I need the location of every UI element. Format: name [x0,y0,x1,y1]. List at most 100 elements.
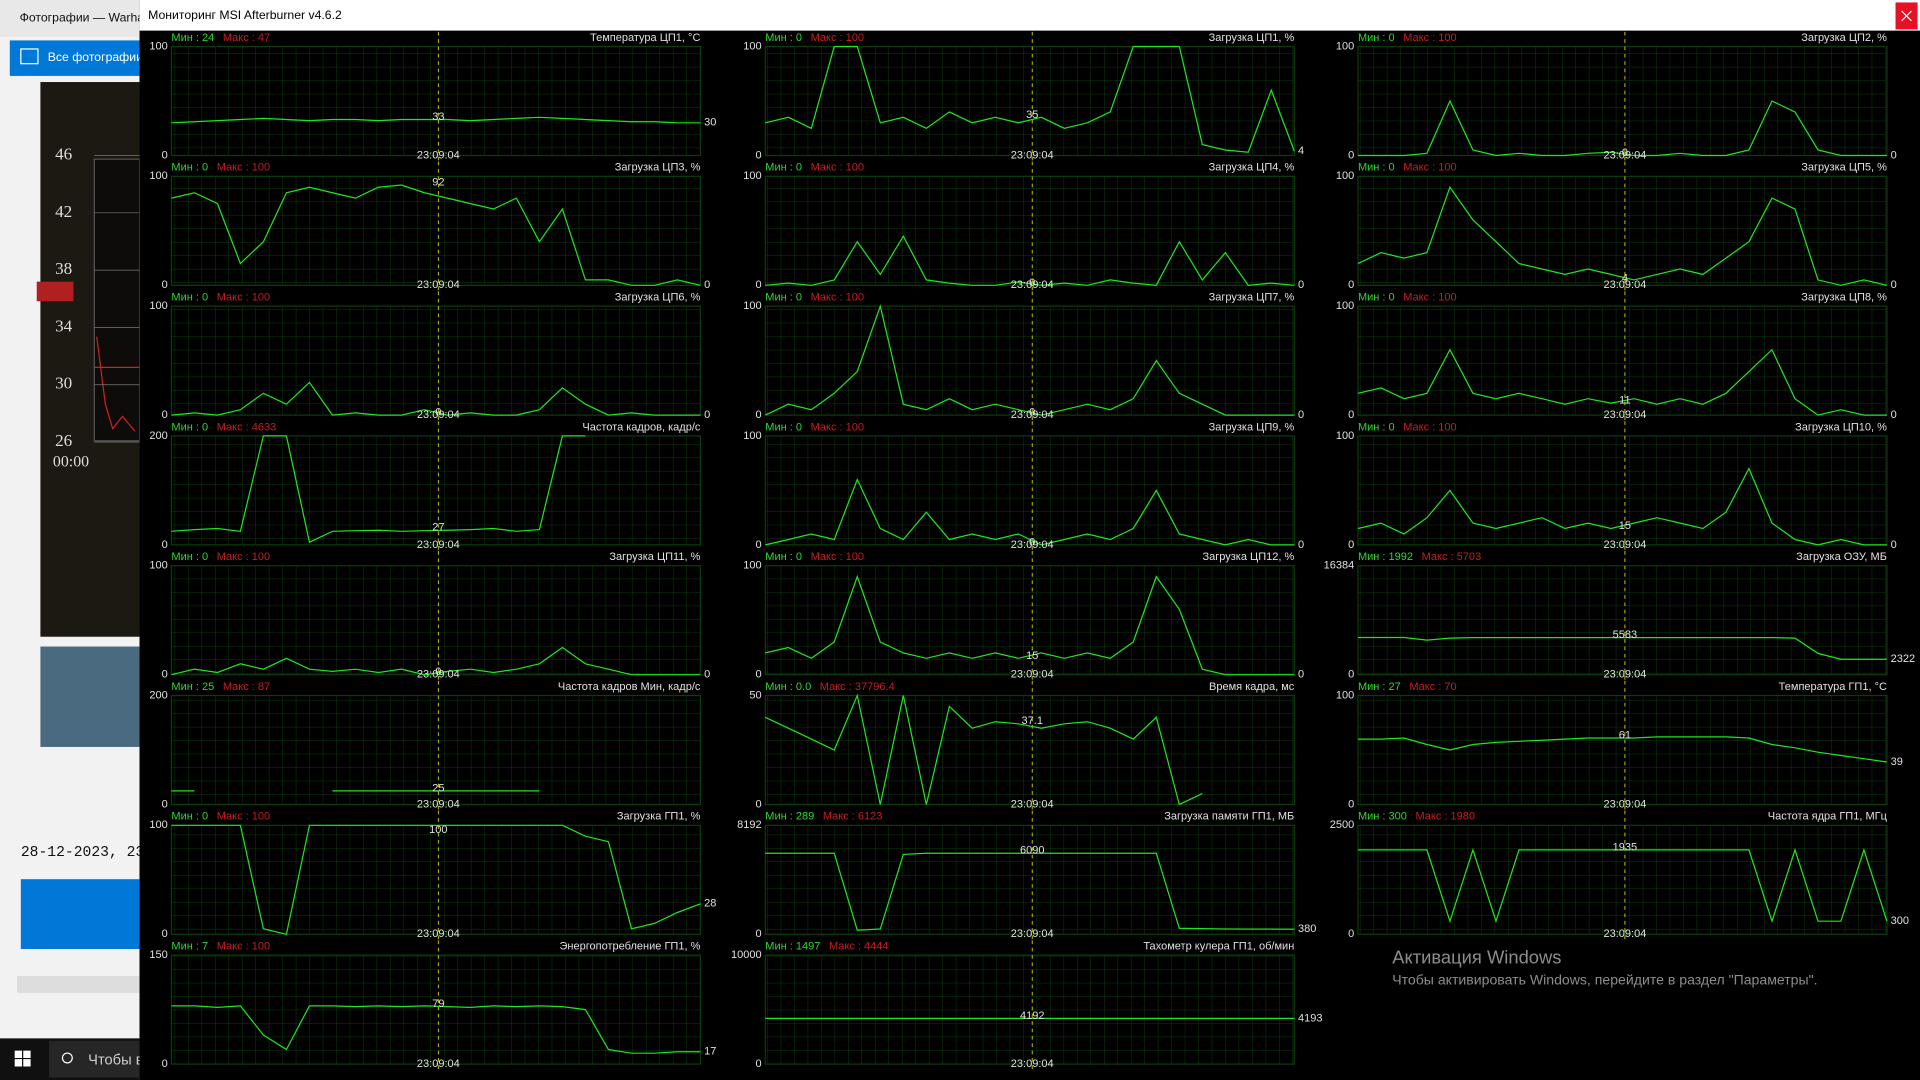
cursor-value: 15 [1619,520,1631,532]
panel-title: Загрузка ЦП11, % [609,551,700,563]
min-label: Мин : 0 [1358,291,1395,303]
photos-nav[interactable] [9,40,140,76]
y-min-label: 0 [162,409,168,421]
trace [171,184,701,286]
scrollbar[interactable] [17,975,140,994]
photo-badge [36,281,74,302]
search-box[interactable] [48,1040,140,1078]
time-label: 23:09:04 [417,1058,460,1070]
cursor-value: 61 [1619,729,1631,741]
cursor-value: 0 [1029,407,1035,419]
end-value: 4193 [1298,1012,1323,1024]
time-label: 23:09:04 [1603,279,1646,291]
y-max-label: 10000 [731,949,762,961]
min-label: Мин : 27 [1358,681,1401,693]
search-icon [61,1052,73,1064]
trace [765,303,1295,416]
y-min-label: 0 [1348,409,1354,421]
end-value: 0 [704,279,710,291]
cursor-value: 79 [432,998,444,1010]
max-label: Макс : 5703 [1422,551,1482,563]
cursor-value: 0 [1029,536,1035,548]
panel-title: Загрузка ЦП4, % [1209,162,1295,174]
search-text[interactable]: Чтобы в [88,1052,144,1068]
trace [171,435,586,544]
max-label: Макс : 4444 [829,940,889,952]
y-min-label: 0 [755,798,761,810]
plot-area [764,305,1295,416]
cursor-value: 4192 [1020,1010,1045,1022]
max-label: Макс : 100 [217,811,270,823]
end-value: 0 [1298,279,1304,291]
y-max-label: 100 [743,560,761,572]
cursor-value: 0 [435,407,441,419]
max-label: Макс : 100 [811,162,864,174]
y-min-label: 0 [1348,149,1354,161]
panel-title: Частота кадров Мин, кадр/с [558,681,701,693]
max-label: Макс : 87 [223,681,270,693]
panels: Мин : 24 Макс : 47 Температура ЦП1, °С1000… [149,31,1916,1072]
cursor-value: 1935 [1613,841,1638,853]
min-label: Мин : 0 [765,162,802,174]
y-max-label: 100 [149,819,167,831]
plot-area [1357,694,1888,806]
cursor-value: 0 [435,666,441,678]
panel-title: Загрузка ЦП3, % [615,162,701,174]
trace [1357,736,1888,763]
photo-button[interactable] [20,879,140,949]
y-min-label: 0 [755,279,761,291]
start-button[interactable] [14,1050,31,1067]
min-label: Мин : 0 [765,32,802,44]
cursor-value: 33 [432,111,444,123]
y-max-label: 100 [1336,300,1354,312]
end-value: 0 [1298,409,1304,421]
time-label: 23:09:04 [1603,149,1646,161]
end-value: 0 [1298,539,1304,551]
time-label: 23:09:04 [1011,279,1054,291]
time-label: 23:09:04 [1011,669,1054,681]
end-value: 0 [1891,409,1897,421]
cursor-value: 35 [1026,109,1038,121]
y-min-label: 0 [755,539,761,551]
cursor-value: 100 [429,824,447,836]
y-max-label: 100 [743,430,761,442]
end-value: 300 [1891,915,1909,927]
min-label: Мин : 25 [171,681,214,693]
time-label: 23:09:04 [417,928,460,940]
panel-title: Загрузка ЦП2, % [1801,32,1887,44]
cursor-value: 25 [432,782,444,794]
close-icon [1901,10,1912,22]
photos-icon [20,48,39,65]
photo-tick: 34 [55,316,73,335]
trace [765,574,1295,676]
photo-tick: 38 [55,259,72,278]
plot-area [170,565,702,676]
photo-tick: 46 [55,144,73,163]
y-max-label: 100 [1336,170,1354,182]
min-label: Мин : 24 [171,32,214,44]
min-label: Мин : 0 [765,291,802,303]
max-label: Макс : 100 [217,162,270,174]
photos-nav-label[interactable]: Все фотографии [48,50,143,64]
cursor-value: 0 [1029,277,1035,289]
photo-tick: 26 [55,431,73,450]
max-label: Макс : 6123 [823,811,883,823]
plot-area [170,954,702,1065]
end-value: 30 [704,117,716,129]
panel-title: Загрузка памяти ГП1, МБ [1164,811,1294,823]
plot-area [764,954,1295,1065]
trace [171,1005,701,1054]
end-value: 17 [704,1046,716,1058]
plot-area [764,175,1295,286]
plot-area [764,45,1295,157]
cursor-value: 4 [1622,272,1628,284]
y-max-label: 100 [1336,689,1354,701]
max-label: Макс : 100 [811,551,864,563]
panel-title: Загрузка ОЗУ, МБ [1796,551,1887,563]
end-value: 0 [1891,539,1897,551]
cursor-value: 6090 [1020,845,1045,857]
time-label: 23:09:04 [417,149,460,161]
end-value: 0 [1891,149,1897,161]
end-value: 2322 [1891,653,1916,665]
plot-area [170,694,702,806]
